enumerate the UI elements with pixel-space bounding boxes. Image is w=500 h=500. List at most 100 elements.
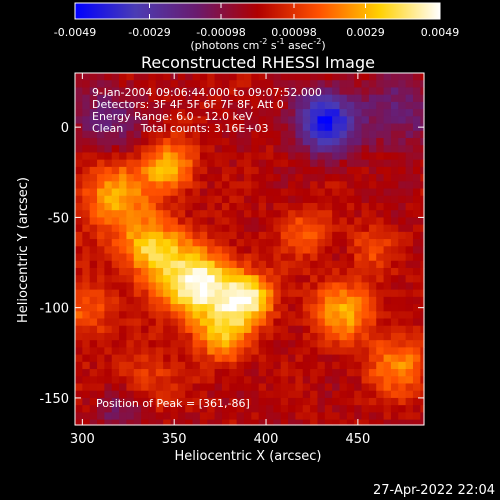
heatmap-cell [126, 210, 135, 219]
heatmap-cell [383, 224, 392, 233]
heatmap-cell [170, 369, 179, 377]
heatmap-cell [104, 419, 113, 426]
heatmap-cell [97, 419, 105, 426]
heatmap-cell [324, 311, 333, 320]
heatmap-cell [383, 87, 392, 96]
heatmap-cell [339, 376, 348, 385]
heatmap-cell [390, 195, 399, 204]
heatmap-cell [412, 304, 421, 312]
heatmap-cell [229, 376, 238, 385]
heatmap-cell [199, 246, 208, 255]
heatmap-cell [192, 80, 201, 89]
heatmap-cell [346, 231, 355, 240]
heatmap-cell [412, 419, 421, 426]
heatmap-cell [251, 282, 260, 291]
heatmap-cell [383, 354, 392, 363]
heatmap-cell [185, 73, 194, 81]
heatmap-cell [119, 332, 128, 341]
heatmap-cell [148, 361, 157, 370]
heatmap-cell [214, 246, 223, 255]
heatmap-cell [317, 253, 326, 262]
heatmap-cell [258, 166, 267, 175]
heatmap-cell [332, 412, 341, 421]
heatmap-cell [177, 397, 186, 406]
heatmap-cell [258, 361, 267, 370]
heatmap-cell [148, 152, 157, 161]
heatmap-cell [376, 361, 385, 370]
heatmap-cell [398, 405, 407, 413]
heatmap-cell [97, 123, 105, 132]
heatmap-cell [133, 289, 142, 298]
heatmap-cell [266, 188, 274, 197]
heatmap-cell [361, 332, 370, 341]
heatmap-cell [354, 145, 363, 154]
heatmap-cell [75, 325, 83, 334]
heatmap-cell [273, 80, 282, 89]
heatmap-cell [199, 311, 208, 320]
heatmap-cell [229, 239, 238, 247]
heatmap-cell [258, 137, 267, 146]
heatmap-cell [354, 405, 363, 413]
heatmap-cell [207, 390, 216, 399]
heatmap-cell [302, 253, 311, 262]
y-tick-label: -50 [48, 211, 69, 226]
heatmap-cell [243, 181, 252, 190]
heatmap-cell [288, 318, 297, 327]
heatmap-cell [295, 325, 304, 334]
heatmap-cell [89, 202, 98, 211]
heatmap-cell [221, 224, 230, 233]
heatmap-cell [177, 354, 186, 363]
heatmap-cell [412, 397, 421, 406]
heatmap-cell [302, 289, 311, 298]
heatmap-cell [111, 340, 120, 348]
heatmap-cell [390, 181, 399, 190]
heatmap-cell [390, 87, 399, 96]
heatmap-cell [405, 390, 414, 399]
heatmap-cell [339, 109, 348, 117]
heatmap-cell [185, 361, 194, 370]
heatmap-cell [148, 405, 157, 413]
heatmap-cell [412, 202, 421, 211]
heatmap-cell [383, 152, 392, 161]
heatmap-cell [97, 267, 105, 276]
heatmap-cell [221, 116, 230, 125]
heatmap-cell [288, 332, 297, 341]
heatmap-cell [104, 195, 113, 204]
heatmap-cell [214, 397, 223, 406]
heatmap-cell [185, 369, 194, 377]
heatmap-cell [266, 390, 274, 399]
heatmap-cell [89, 412, 98, 421]
heatmap-cell [420, 94, 425, 103]
heatmap-cell [133, 246, 142, 255]
heatmap-cell [214, 195, 223, 204]
heatmap-cell [324, 210, 333, 219]
heatmap-cell [192, 109, 201, 117]
heatmap-cell [163, 166, 172, 175]
heatmap-cell [383, 94, 392, 103]
heatmap-cell [221, 101, 230, 110]
heatmap-cell [133, 123, 142, 132]
heatmap-cell [170, 195, 179, 204]
heatmap-cell [288, 210, 297, 219]
heatmap-cell [273, 174, 282, 182]
heatmap-cell [258, 94, 267, 103]
heatmap-cell [214, 239, 223, 247]
heatmap-cell [332, 354, 341, 363]
heatmap-cell [192, 390, 201, 399]
heatmap-cell [302, 419, 311, 426]
heatmap-cell [302, 224, 311, 233]
heatmap-cell [155, 109, 164, 117]
heatmap-cell [207, 217, 216, 226]
heatmap-cell [354, 267, 363, 276]
timestamp: 27-Apr-2022 22:04 [373, 483, 495, 498]
heatmap-cell [295, 80, 304, 89]
heatmap-cell [376, 159, 385, 168]
heatmap-cell [295, 159, 304, 168]
heatmap-cell [192, 369, 201, 377]
heatmap-cell [346, 260, 355, 269]
heatmap-cell [170, 304, 179, 312]
heatmap-cell [288, 152, 297, 161]
heatmap-cell [163, 304, 172, 312]
heatmap-cell [229, 405, 238, 413]
heatmap-cell [398, 116, 407, 125]
